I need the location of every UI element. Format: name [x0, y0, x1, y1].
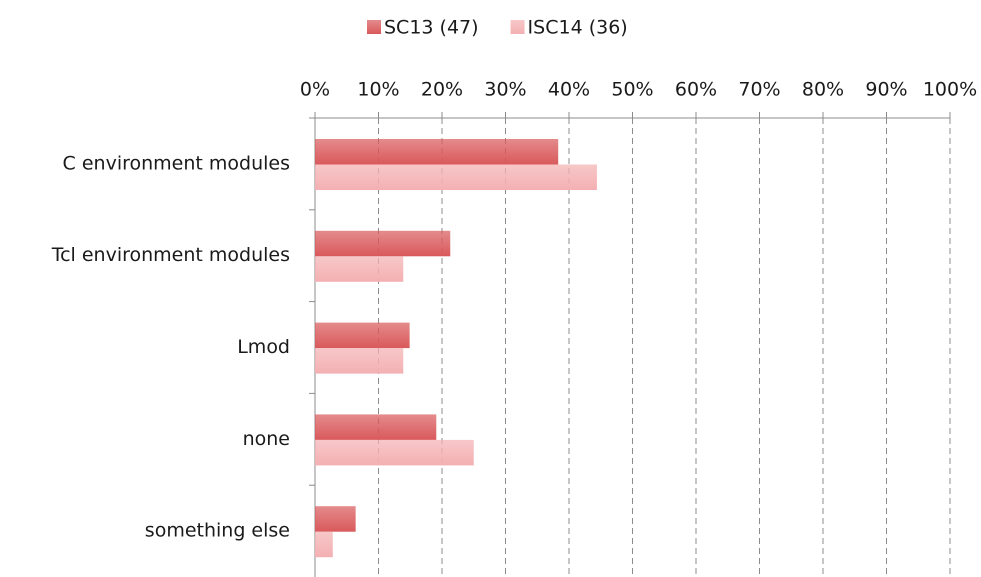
- y-tick-label: Tcl environment modules: [51, 244, 290, 266]
- bar: [315, 439, 474, 466]
- x-tick-label: 40%: [548, 79, 590, 101]
- legend-label: SC13 (47): [384, 17, 479, 39]
- x-tick-label: 80%: [802, 79, 844, 101]
- bar: [315, 322, 410, 349]
- x-tick-label: 60%: [675, 79, 717, 101]
- legend-swatch: [510, 20, 525, 34]
- bar: [315, 348, 404, 374]
- bar: [315, 164, 597, 190]
- bar: [315, 414, 437, 440]
- legend-label: ISC14 (36): [528, 17, 628, 39]
- legend-swatch: [367, 20, 381, 34]
- x-tick-label: 20%: [421, 79, 463, 101]
- bar: [315, 506, 356, 532]
- y-tick-label: something else: [145, 520, 290, 542]
- x-tick-label: 0%: [300, 79, 330, 101]
- x-tick-label: 90%: [865, 79, 907, 101]
- x-tick-label: 70%: [738, 79, 780, 101]
- y-tick-label: none: [243, 428, 290, 450]
- x-tick-label: 50%: [611, 79, 653, 101]
- y-tick-label: Lmod: [237, 336, 290, 358]
- bar: [315, 256, 404, 282]
- bar: [315, 139, 559, 165]
- x-tick-label: 100%: [923, 79, 977, 101]
- x-tick-label: 10%: [357, 79, 399, 101]
- bar: [315, 230, 451, 257]
- y-tick-label: C environment modules: [63, 152, 290, 174]
- x-tick-label: 30%: [484, 79, 526, 101]
- bar: [315, 531, 333, 558]
